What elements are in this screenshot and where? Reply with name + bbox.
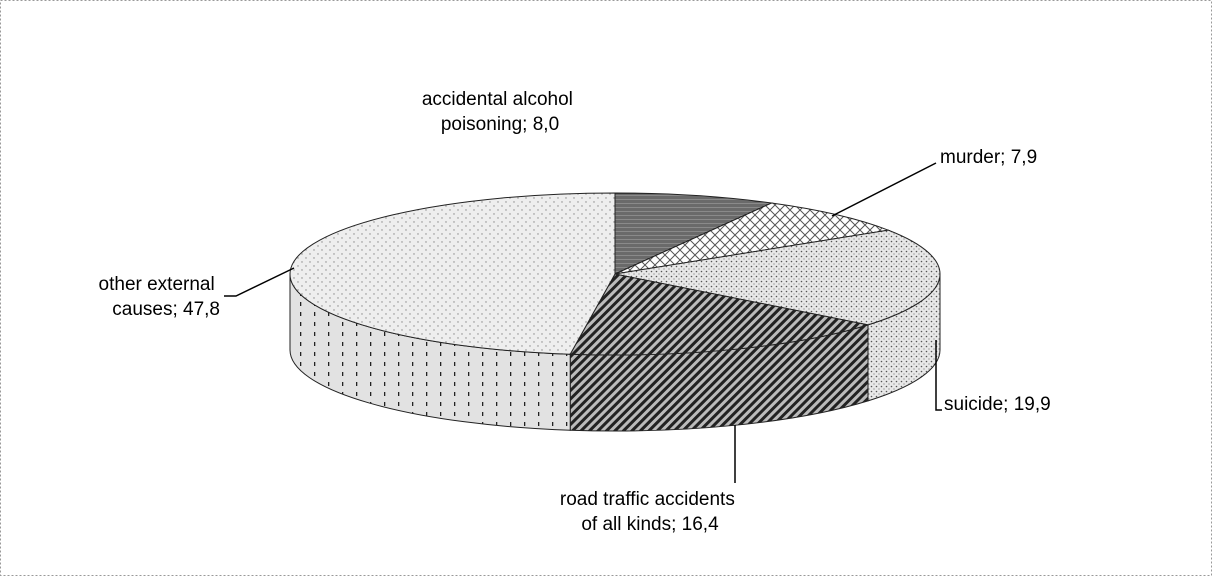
pie-slice bbox=[614, 192, 774, 275]
data-label: road traffic accidents of all kinds; 16,… bbox=[560, 489, 740, 535]
leader-line bbox=[831, 162, 937, 217]
pie-slice bbox=[614, 229, 941, 326]
leader-line bbox=[224, 267, 295, 297]
pie-slice bbox=[569, 273, 869, 356]
data-label: murder; 7,9 bbox=[940, 147, 1037, 168]
pie-slice bbox=[289, 192, 616, 355]
leader-line bbox=[935, 340, 942, 411]
data-label: accidental alcohol poisoning; 8,0 bbox=[422, 89, 578, 135]
pie-slice bbox=[614, 202, 891, 275]
data-label: suicide; 19,9 bbox=[944, 394, 1051, 415]
data-label: other external causes; 47,8 bbox=[99, 274, 220, 320]
